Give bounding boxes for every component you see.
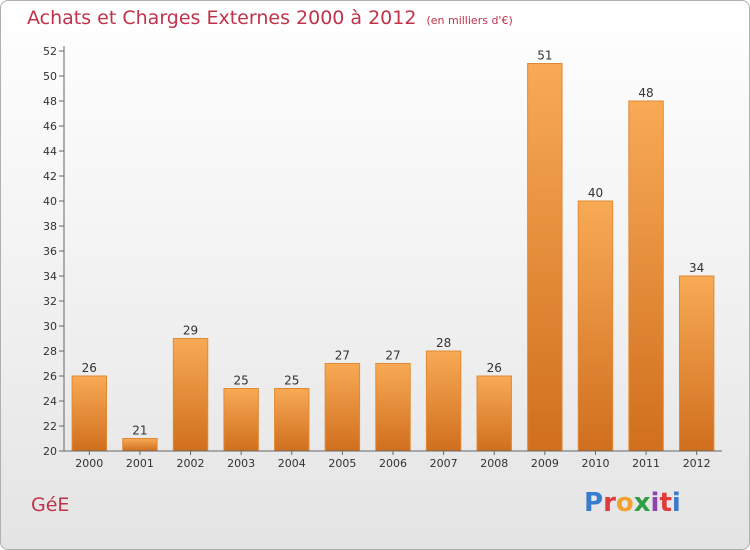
bar: [122, 438, 158, 452]
y-tick-label: 48: [43, 95, 57, 108]
logo-letter: i: [650, 488, 660, 518]
y-tick-label: 36: [43, 245, 57, 258]
bar: [71, 375, 108, 452]
bar-value-label: 29: [183, 324, 198, 338]
y-tick-label: 32: [43, 295, 57, 308]
bar-value-label: 51: [537, 49, 552, 63]
bar-value-label: 34: [689, 261, 704, 275]
x-tick-label: 2011: [632, 457, 660, 470]
commune-name: GéE: [31, 494, 70, 516]
bar: [476, 375, 512, 452]
y-tick-label: 38: [43, 220, 57, 233]
x-tick-label: 2001: [126, 457, 154, 470]
y-tick-label: 52: [43, 45, 57, 58]
x-tick-label: 2010: [581, 457, 609, 470]
y-tick-label: 50: [43, 70, 57, 83]
bar-value-label: 26: [82, 361, 97, 375]
bar-value-label: 27: [335, 349, 350, 363]
y-tick-label: 22: [43, 420, 57, 433]
bar-value-label: 48: [638, 86, 653, 100]
x-axis: 2000 2001 2002 2003 2004 2005 2006 2007 2008 2009…: [64, 450, 722, 470]
chart-title-text: Achats et Charges Externes 2000 à 2012: [27, 7, 417, 29]
y-tick-label: 34: [43, 270, 57, 283]
bar: [172, 338, 209, 452]
logo-letter: o: [615, 488, 634, 518]
y-tick-label: 20: [43, 445, 57, 458]
bar: [274, 388, 310, 452]
y-tick-label: 26: [43, 370, 57, 383]
x-tick-label: 2000: [75, 457, 103, 470]
bar: [425, 350, 462, 452]
logo-letter: P: [584, 488, 604, 518]
y-tick-label: 28: [43, 345, 57, 358]
x-tick-label: 2006: [379, 457, 407, 470]
bar-value-label: 21: [132, 424, 147, 438]
logo-letter: i: [671, 488, 681, 518]
y-tick-label: 30: [43, 320, 57, 333]
y-tick-label: 40: [43, 195, 57, 208]
x-tick-label: 2007: [430, 457, 458, 470]
bar: [628, 100, 664, 452]
bar: [223, 388, 259, 452]
chart-title: Achats et Charges Externes 2000 à 2012 (e…: [27, 7, 513, 29]
bars: 26 21 29 25 25 27 27 28 26 51 40 48 34: [71, 49, 715, 452]
x-tick-label: 2002: [177, 457, 205, 470]
y-tick-label: 46: [43, 120, 57, 133]
bar-value-label: 26: [487, 361, 502, 375]
logo-letter: t: [659, 488, 672, 518]
x-tick-label: 2004: [278, 457, 306, 470]
bar-value-label: 27: [385, 349, 400, 363]
bar-value-label: 28: [436, 336, 451, 350]
x-tick-label: 2012: [683, 457, 711, 470]
y-tick-label: 42: [43, 170, 57, 183]
logo-letter: x: [633, 488, 651, 518]
y-tick-label: 24: [43, 395, 57, 408]
logo-letter: r: [603, 488, 616, 518]
bar: [678, 275, 715, 452]
y-tick-label: 44: [43, 145, 57, 158]
x-tick-label: 2005: [328, 457, 356, 470]
x-tick-label: 2009: [531, 457, 559, 470]
proxiti-logo[interactable]: Proxiti: [584, 488, 681, 518]
bar: [527, 63, 563, 452]
x-tick-label: 2003: [227, 457, 255, 470]
bar-value-label: 25: [284, 374, 299, 388]
x-tick-label: 2008: [480, 457, 508, 470]
bar-value-label: 25: [234, 374, 249, 388]
bar: [577, 200, 614, 452]
bar: [375, 363, 411, 452]
bar-value-label: 40: [588, 186, 603, 200]
chart-subtitle: (en milliers d'€): [426, 14, 513, 27]
bar: [324, 363, 361, 452]
y-axis: 20 22 24 26 28 30 32 34 36 38 40 42 44 46 48 50 52: [43, 45, 65, 458]
